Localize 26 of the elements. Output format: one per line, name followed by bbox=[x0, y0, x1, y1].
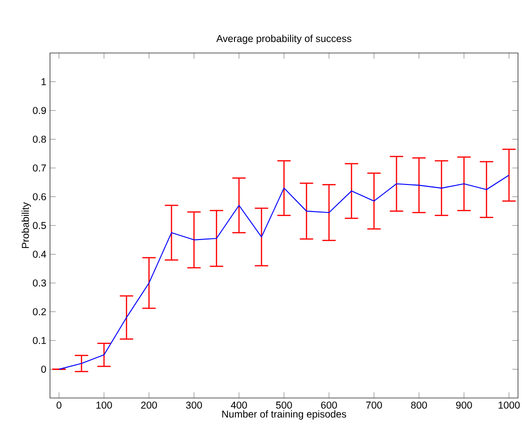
x-tick-label: 1000 bbox=[498, 402, 520, 409]
x-tick-label: 0 bbox=[56, 402, 62, 409]
chart-title: Average probability of success bbox=[216, 34, 352, 44]
x-tick-label: 200 bbox=[141, 402, 157, 409]
x-tick-label: 300 bbox=[186, 402, 202, 409]
x-tick-label: 100 bbox=[96, 402, 112, 409]
x-tick-label: 700 bbox=[366, 402, 382, 409]
x-tick-label: 900 bbox=[456, 402, 472, 409]
y-tick-label: 0.7 bbox=[32, 164, 46, 172]
y-tick-label: 0.4 bbox=[32, 250, 46, 258]
x-axis-title: Number of training episodes bbox=[222, 410, 346, 420]
x-tick-label: 500 bbox=[276, 402, 292, 409]
y-tick-label: 0.9 bbox=[32, 106, 46, 114]
x-tick-label: 400 bbox=[230, 402, 247, 409]
y-tick-label: 1 bbox=[42, 78, 46, 86]
y-axis-title: Probability bbox=[22, 202, 31, 248]
y-tick-label: 0.5 bbox=[32, 222, 46, 230]
x-tick-label: 600 bbox=[321, 402, 337, 409]
line-series bbox=[58, 174, 510, 370]
y-tick-label: 0.1 bbox=[32, 336, 46, 344]
y-tick-label: 0.6 bbox=[32, 193, 46, 200]
y-tick-label: 0.2 bbox=[32, 308, 46, 316]
y-tick-label: 0.3 bbox=[32, 279, 46, 287]
y-tick-label: 0.8 bbox=[32, 136, 46, 143]
x-tick-label: 800 bbox=[411, 402, 427, 409]
y-tick-label: 0 bbox=[41, 366, 46, 373]
